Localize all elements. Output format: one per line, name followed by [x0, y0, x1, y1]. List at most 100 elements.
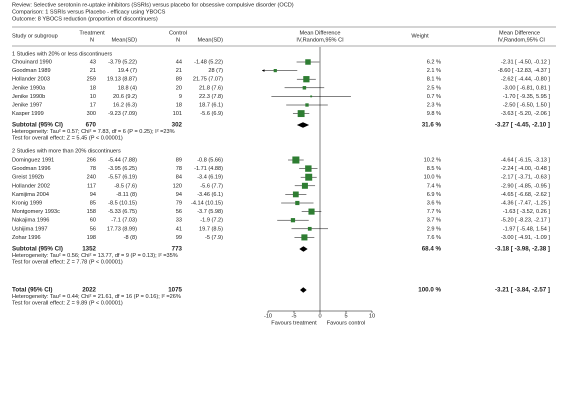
- subtotal-label: Subtotal (95% CI): [12, 122, 63, 129]
- effect-ci: -3.21 [ -3.84, -2.57 ]: [495, 287, 550, 294]
- study-name: Goodman 1989: [12, 68, 51, 74]
- treatment-mean-sd: 17.73 (8.99): [107, 226, 137, 232]
- x-left-label: Favours treatment: [271, 320, 317, 326]
- effect-ci: -3.63 [ -5.20, -2.06 ]: [501, 111, 551, 117]
- study-square: [305, 173, 313, 181]
- control-n: 773: [172, 246, 183, 253]
- col-header: N: [176, 37, 180, 43]
- study-square: [308, 208, 315, 215]
- control-n: 44: [176, 59, 182, 65]
- col-header: Mean(SD): [198, 37, 224, 43]
- weight: 3.7 %: [427, 218, 441, 224]
- study-square: [297, 110, 305, 118]
- total-label: Total (95% CI): [12, 287, 52, 294]
- treatment-n: 78: [90, 166, 96, 172]
- control-mean-sd: 18.7 (6.1): [199, 102, 223, 108]
- weight: 3.6 %: [427, 200, 441, 206]
- treatment-mean-sd: -8 (8): [124, 235, 138, 241]
- control-n: 20: [176, 85, 182, 91]
- weight: 2.1 %: [427, 68, 441, 74]
- control-n: 56: [176, 209, 182, 215]
- x-tick-label: 5: [344, 313, 347, 319]
- study-name: Greist 1992b: [12, 175, 44, 181]
- col-header: IV,Random,95% CI: [296, 37, 344, 43]
- study-square: [305, 165, 312, 172]
- treatment-mean-sd: -9.23 (7.09): [108, 111, 137, 117]
- effect-ci: -8.60 [ -12.83, -4.37 ]: [498, 68, 551, 74]
- weight: 2.9 %: [427, 226, 441, 232]
- study-name: Kasper 1999: [12, 111, 44, 117]
- summary-diamond: [299, 246, 308, 252]
- study-name: Chouinard 1990: [12, 59, 52, 65]
- effect-ci: -3.00 [ -6.81, 0.81 ]: [503, 85, 551, 91]
- treatment-n: 43: [90, 59, 96, 65]
- control-mean-sd: -3.46 (6.1): [197, 192, 223, 198]
- study-name: Jenike 1990b: [12, 94, 45, 100]
- study-name: Goodman 1996: [12, 166, 51, 172]
- treatment-n: 300: [87, 111, 96, 117]
- treatment-n: 1352: [82, 246, 96, 253]
- weight: 100.0 %: [418, 287, 441, 294]
- effect-ci: -1.70 [ -9.35, 5.95 ]: [503, 94, 551, 100]
- control-mean-sd: 21.75 (7.07): [193, 77, 223, 83]
- effect-ci: -2.31 [ -4.50, -0.12 ]: [501, 59, 551, 65]
- control-n: 101: [173, 111, 182, 117]
- treatment-mean-sd: 19.4 (7): [118, 68, 137, 74]
- study-name: Nakajima 1996: [12, 218, 49, 224]
- weight: 7.6 %: [427, 235, 441, 241]
- summary-diamond: [300, 287, 307, 293]
- effect-ci: -4.64 [ -6.15, -3.13 ]: [501, 157, 551, 163]
- group-title: 1 Studies with 20% or less discontinuers: [12, 51, 112, 57]
- weight: 31.6 %: [422, 122, 442, 129]
- study-name: Montgomery 1993c: [12, 209, 60, 215]
- heterogeneity: Heterogeneity: Tau² = 0.44; Chi² = 21.61…: [12, 294, 181, 300]
- study-name: Kamijima 2004: [12, 192, 49, 198]
- study-name: Ushijima 1997: [12, 226, 47, 232]
- study-square: [292, 191, 299, 198]
- col-header: Treatment: [79, 30, 105, 36]
- weight: 10.0 %: [424, 175, 441, 181]
- control-mean-sd: -0.8 (5.66): [197, 157, 223, 163]
- control-mean-sd: 21.8 (7.6): [199, 85, 223, 91]
- weight: 2.5 %: [427, 85, 441, 91]
- treatment-n: 259: [87, 77, 96, 83]
- effect-ci: -2.62 [ -4.44, -0.80 ]: [501, 77, 551, 83]
- treatment-mean-sd: -8.11 (8): [116, 192, 137, 198]
- control-n: 302: [172, 122, 183, 129]
- study-square: [301, 182, 308, 189]
- effect-ci: -3.18 [ -3.98, -2.38 ]: [495, 246, 550, 253]
- control-n: 33: [176, 218, 182, 224]
- x-tick-label: 10: [369, 313, 375, 319]
- col-header: Control: [169, 30, 187, 36]
- control-n: 99: [176, 235, 182, 241]
- study-square: [295, 200, 300, 206]
- weight: 6.2 %: [427, 59, 441, 65]
- treatment-mean-sd: -3.95 (6.25): [108, 166, 137, 172]
- weight: 7.4 %: [427, 183, 441, 189]
- study-square: [310, 95, 313, 98]
- effect-ci: -3.00 [ -4.91, -1.09 ]: [501, 235, 551, 241]
- control-n: 1075: [168, 287, 182, 294]
- control-mean-sd: -3.7 (5.98): [197, 209, 223, 215]
- col-header: Mean Difference: [499, 30, 540, 36]
- study-square: [305, 103, 309, 107]
- control-n: 18: [176, 102, 182, 108]
- control-mean-sd: -5 (7.9): [205, 235, 223, 241]
- treatment-n: 18: [90, 85, 96, 91]
- ci-arrow: [262, 69, 265, 72]
- treatment-mean-sd: -8.5 (7.6): [114, 183, 137, 189]
- treatment-n: 198: [87, 235, 96, 241]
- study-square: [302, 86, 307, 90]
- study-square: [305, 59, 311, 65]
- weight: 0.7 %: [427, 94, 441, 100]
- x-tick-label: -5: [292, 313, 297, 319]
- study-name: Jenike 1997: [12, 102, 42, 108]
- study-name: Dominguez 1991: [12, 157, 54, 163]
- control-mean-sd: 28 (7): [208, 68, 223, 74]
- review: Review: Selective serotonin re-uptake in…: [12, 2, 294, 8]
- control-n: 89: [176, 77, 182, 83]
- treatment-n: 266: [87, 157, 96, 163]
- summary-diamond: [296, 122, 310, 128]
- treatment-mean-sd: -5.57 (6.19): [108, 175, 137, 181]
